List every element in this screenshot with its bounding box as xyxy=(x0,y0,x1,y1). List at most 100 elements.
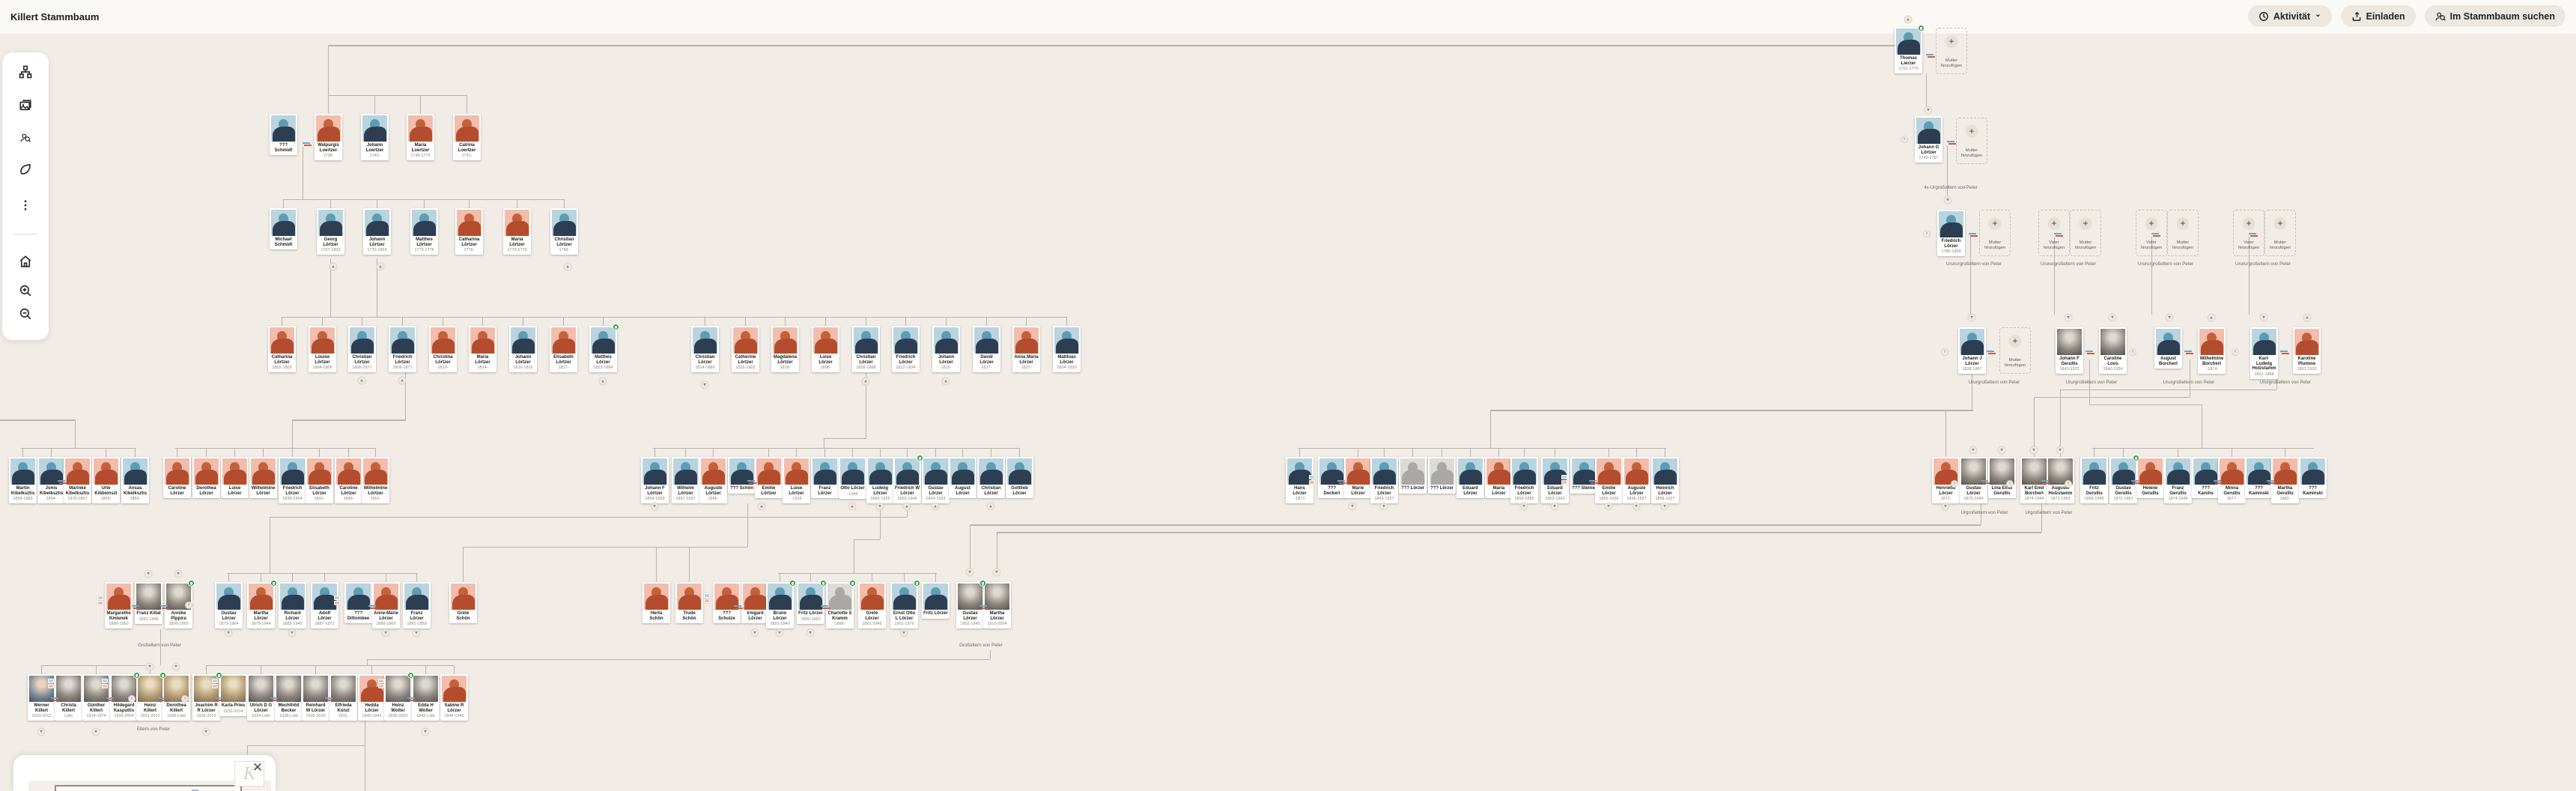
person-card[interactable]: Caroline Lörzer xyxy=(163,457,191,498)
expand-down-chevron[interactable]: ▾ xyxy=(224,628,233,637)
add-mother-card[interactable]: + Mutter hinzufügen xyxy=(2167,210,2199,256)
collapse-up-chevron[interactable]: ▴ xyxy=(329,262,338,271)
nav-right-arrow[interactable]: › xyxy=(1923,230,1931,237)
person-card[interactable]: ??? Schulze xyxy=(713,582,741,623)
expand-down-chevron[interactable]: ▾ xyxy=(1348,502,1357,511)
hint-leaf-badge[interactable] xyxy=(133,672,140,679)
person-search-icon[interactable] xyxy=(17,130,34,146)
collapse-up-chevron[interactable]: ▴ xyxy=(598,377,607,386)
person-card[interactable]: Matthes Lörtzer 1773-1776 xyxy=(410,208,438,255)
person-card[interactable]: Luise Lörtzer -1916 xyxy=(783,457,810,503)
hint-leaf-badge[interactable] xyxy=(188,580,195,587)
person-card[interactable]: Fritz Gerullis 1869-1945 xyxy=(2080,457,2108,503)
person-card[interactable]: Maria Lörzer xyxy=(1485,457,1513,498)
person-card[interactable]: Ulrich D G Lörzer 1934-Lebt xyxy=(247,674,275,721)
hint-leaf-badge[interactable] xyxy=(216,672,222,679)
person-card[interactable]: Matthias Lörzer 1824-1830 xyxy=(1053,326,1081,372)
person-card[interactable]: Heinrich Lörzer 1868-1927 xyxy=(1651,457,1679,503)
person-card[interactable]: Wilhelm Lörtzer 1857-1937 xyxy=(672,457,699,503)
person-card[interactable]: Maria Loertzer 1746-1772 xyxy=(407,114,434,160)
person-card[interactable]: Caroline Lörtzer 1849- xyxy=(335,457,362,503)
person-card[interactable]: Urte Kibbeinszt 1869- xyxy=(92,457,120,503)
expand-down-chevron[interactable]: ▾ xyxy=(1632,502,1641,511)
person-card[interactable]: Marie Lörzer xyxy=(1344,457,1372,498)
person-card[interactable]: Irmgard Lörzer xyxy=(741,582,769,623)
zoom-in-icon[interactable] xyxy=(17,282,34,299)
person-card[interactable]: Georg Lörtzer 1767-1833 xyxy=(317,208,344,255)
hint-leaf-badge[interactable] xyxy=(160,672,166,679)
expand-down-chevron[interactable]: ▾ xyxy=(1924,106,1933,115)
person-card[interactable]: Caroline Loos 1840-1924 xyxy=(2099,327,2127,374)
collapse-up-chevron[interactable]: ▴ xyxy=(2303,313,2312,322)
expand-down-chevron[interactable]: ▾ xyxy=(700,381,709,390)
expand-down-chevron[interactable]: ▾ xyxy=(2029,446,2038,455)
person-card[interactable]: Reinhard W Lörzer 1935-2015 xyxy=(302,674,329,721)
person-card[interactable]: Emilie Lörtzer xyxy=(755,457,783,498)
person-card[interactable]: Catharina Lörtzer 1802-1803 xyxy=(268,326,296,372)
expand-down-chevron[interactable]: ▾ xyxy=(174,569,183,578)
person-card[interactable]: Charlotte S Kramm 1896- xyxy=(826,580,856,628)
collapse-up-chevron[interactable]: ▴ xyxy=(757,502,766,511)
expand-down-chevron[interactable]: ▾ xyxy=(750,628,759,637)
hint-leaf-badge[interactable] xyxy=(2133,455,2139,461)
person-card[interactable]: ??? Lörzer xyxy=(1428,457,1456,494)
person-card[interactable]: Catharina Lörtzer 1776- xyxy=(455,208,483,255)
expand-down-chevron[interactable]: ▾ xyxy=(37,727,46,736)
expand-down-chevron[interactable]: ▾ xyxy=(2056,446,2065,455)
hint-leaf-badge[interactable] xyxy=(917,455,923,461)
person-card[interactable]: Christian Lörzer 1809-1898 xyxy=(852,326,880,372)
add-mother-card[interactable]: + Mutter hinzufügen xyxy=(2264,210,2296,256)
person-card[interactable]: ??? Dittombee xyxy=(344,582,372,623)
person-card[interactable]: ??? Deckert xyxy=(1318,457,1346,498)
person-card[interactable]: Johann Loertzer 1742- xyxy=(361,114,389,160)
person-card[interactable]: Christa Killert Lebt xyxy=(55,674,82,721)
expand-down-chevron[interactable]: ▾ xyxy=(965,568,974,577)
expand-down-chevron[interactable]: ▾ xyxy=(145,662,154,671)
collapse-up-chevron[interactable]: ▴ xyxy=(861,377,870,386)
header-button-aktivit-t[interactable]: Aktivität ⌄ xyxy=(2247,5,2332,27)
person-card[interactable]: Bruno Lörzer 1891-1940 xyxy=(766,580,796,628)
expand-down-chevron[interactable]: ▾ xyxy=(1550,502,1559,511)
person-card[interactable]: Anne-Marie Lörzer 1889-1969 xyxy=(372,582,400,628)
nav-right-arrow[interactable]: › xyxy=(128,695,136,703)
header-button-im-stammbaum-suchen[interactable]: Im Stammbaum suchen xyxy=(2424,5,2566,27)
expand-down-chevron[interactable]: ▾ xyxy=(2108,313,2117,322)
nav-right-arrow[interactable]: › xyxy=(1941,348,1948,356)
person-card[interactable]: Johann J Lörzer 1826-1897 xyxy=(1958,327,1986,374)
person-card[interactable]: Maria Lörtzer 1779-1779 xyxy=(503,208,531,255)
header-button-einladen[interactable]: Einladen xyxy=(2340,5,2416,27)
hint-leaf-badge[interactable] xyxy=(914,580,920,587)
person-card[interactable]: Gustav Lörzer 1902-1945 xyxy=(956,580,986,628)
person-card[interactable]: Auguste Lörtzer 1866- xyxy=(699,457,727,503)
person-card[interactable]: Franz Gerullis 1874-1944 xyxy=(2164,457,2192,503)
expand-down-chevron[interactable]: ▾ xyxy=(2259,313,2268,322)
nav-right-arrow[interactable]: › xyxy=(1951,480,1958,488)
person-card[interactable]: Elisabeth Lörtzer 1817- xyxy=(550,326,577,372)
expand-down-chevron[interactable]: ▾ xyxy=(875,502,884,511)
person-card[interactable]: Trude Schön xyxy=(675,582,703,623)
nav-left-arrow[interactable]: ‹ xyxy=(2065,480,2072,488)
person-card[interactable]: Friedrich Lörzer 1780-1858 xyxy=(1937,210,1965,256)
person-card[interactable]: Christina Lörtzer 1810- xyxy=(429,326,457,372)
expand-down-chevron[interactable]: ▾ xyxy=(899,628,908,637)
nav-right-arrow[interactable]: › xyxy=(1901,136,1908,143)
person-card[interactable]: Luise Lörzer 1808- xyxy=(812,326,839,372)
person-card[interactable]: Margarethe Kmienek 1889-1950 xyxy=(105,582,133,628)
person-card[interactable]: Elfrieda Künzl 1931- xyxy=(329,674,357,721)
expand-down-chevron[interactable]: ▾ xyxy=(412,628,421,637)
expand-down-chevron[interactable]: ▾ xyxy=(1997,446,2006,455)
expand-down-chevron[interactable]: ▾ xyxy=(1660,502,1669,511)
collapse-up-chevron[interactable]: ▴ xyxy=(986,502,995,511)
person-card[interactable]: Fritz Lörzer xyxy=(922,582,950,619)
collapsed-relatives-stack[interactable] xyxy=(378,679,385,688)
person-card[interactable]: Johann F Gerullis 1843-1922 xyxy=(2056,327,2083,374)
person-card[interactable]: Heinz Wolter 1935-2002 xyxy=(384,672,414,721)
person-card[interactable]: David Lörzer 1817- xyxy=(973,326,1000,372)
person-card[interactable]: Mechthild Becker 1938-Lebt xyxy=(275,674,303,721)
hint-leaf-badge[interactable] xyxy=(270,580,277,587)
person-card[interactable]: Gustav Lörzer 1873-1964 xyxy=(215,582,243,628)
person-card[interactable]: Johann Lörzer 1815- xyxy=(932,326,960,372)
person-card[interactable]: Walpurgis Loertzer 1738- xyxy=(315,114,342,160)
person-card[interactable]: Franz Lörzer 1891-1959 xyxy=(403,582,431,628)
